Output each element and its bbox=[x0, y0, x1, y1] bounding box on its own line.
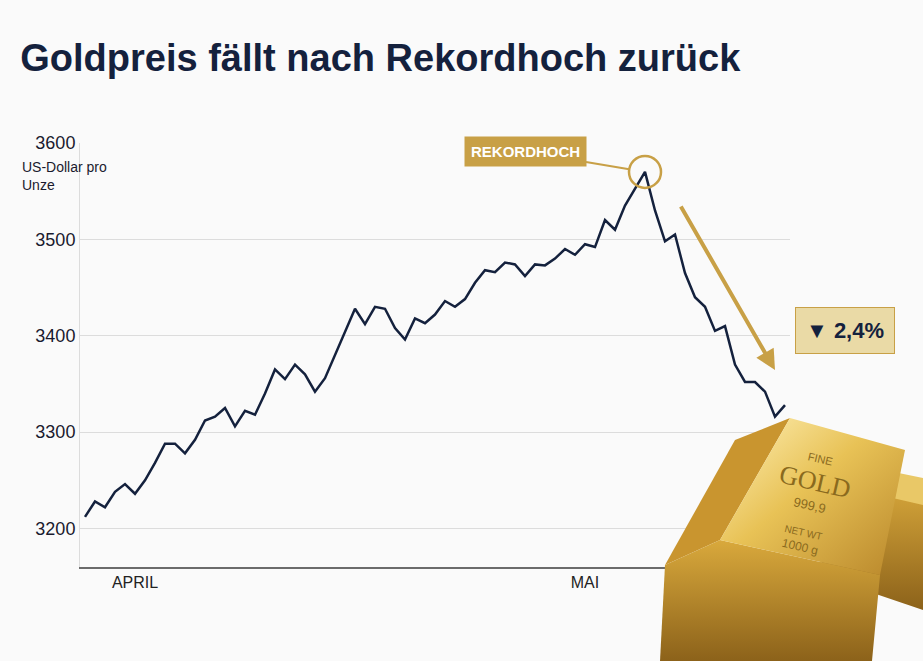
svg-text:APRIL: APRIL bbox=[112, 574, 158, 591]
svg-text:3500: 3500 bbox=[35, 230, 75, 250]
svg-text:FINE: FINE bbox=[807, 450, 834, 467]
svg-text:MAI: MAI bbox=[571, 574, 599, 591]
svg-text:Goldpreis fällt nach Rekordhoc: Goldpreis fällt nach Rekordhoch zurück bbox=[20, 37, 741, 79]
svg-text:REKORDHOCH: REKORDHOCH bbox=[471, 143, 580, 160]
svg-text:GOLD: GOLD bbox=[777, 460, 854, 505]
svg-text:1000 g: 1000 g bbox=[781, 536, 820, 558]
svg-text:3300: 3300 bbox=[35, 422, 75, 442]
svg-text:3200: 3200 bbox=[35, 519, 75, 539]
svg-text:▼ 2,4%: ▼ 2,4% bbox=[806, 318, 884, 343]
svg-text:3400: 3400 bbox=[35, 326, 75, 346]
svg-text:3600: 3600 bbox=[35, 133, 75, 153]
svg-text:US-Dollar proUnze: US-Dollar proUnze bbox=[22, 159, 107, 193]
svg-text:999,9: 999,9 bbox=[792, 494, 827, 516]
svg-text:NET WT: NET WT bbox=[784, 523, 824, 542]
